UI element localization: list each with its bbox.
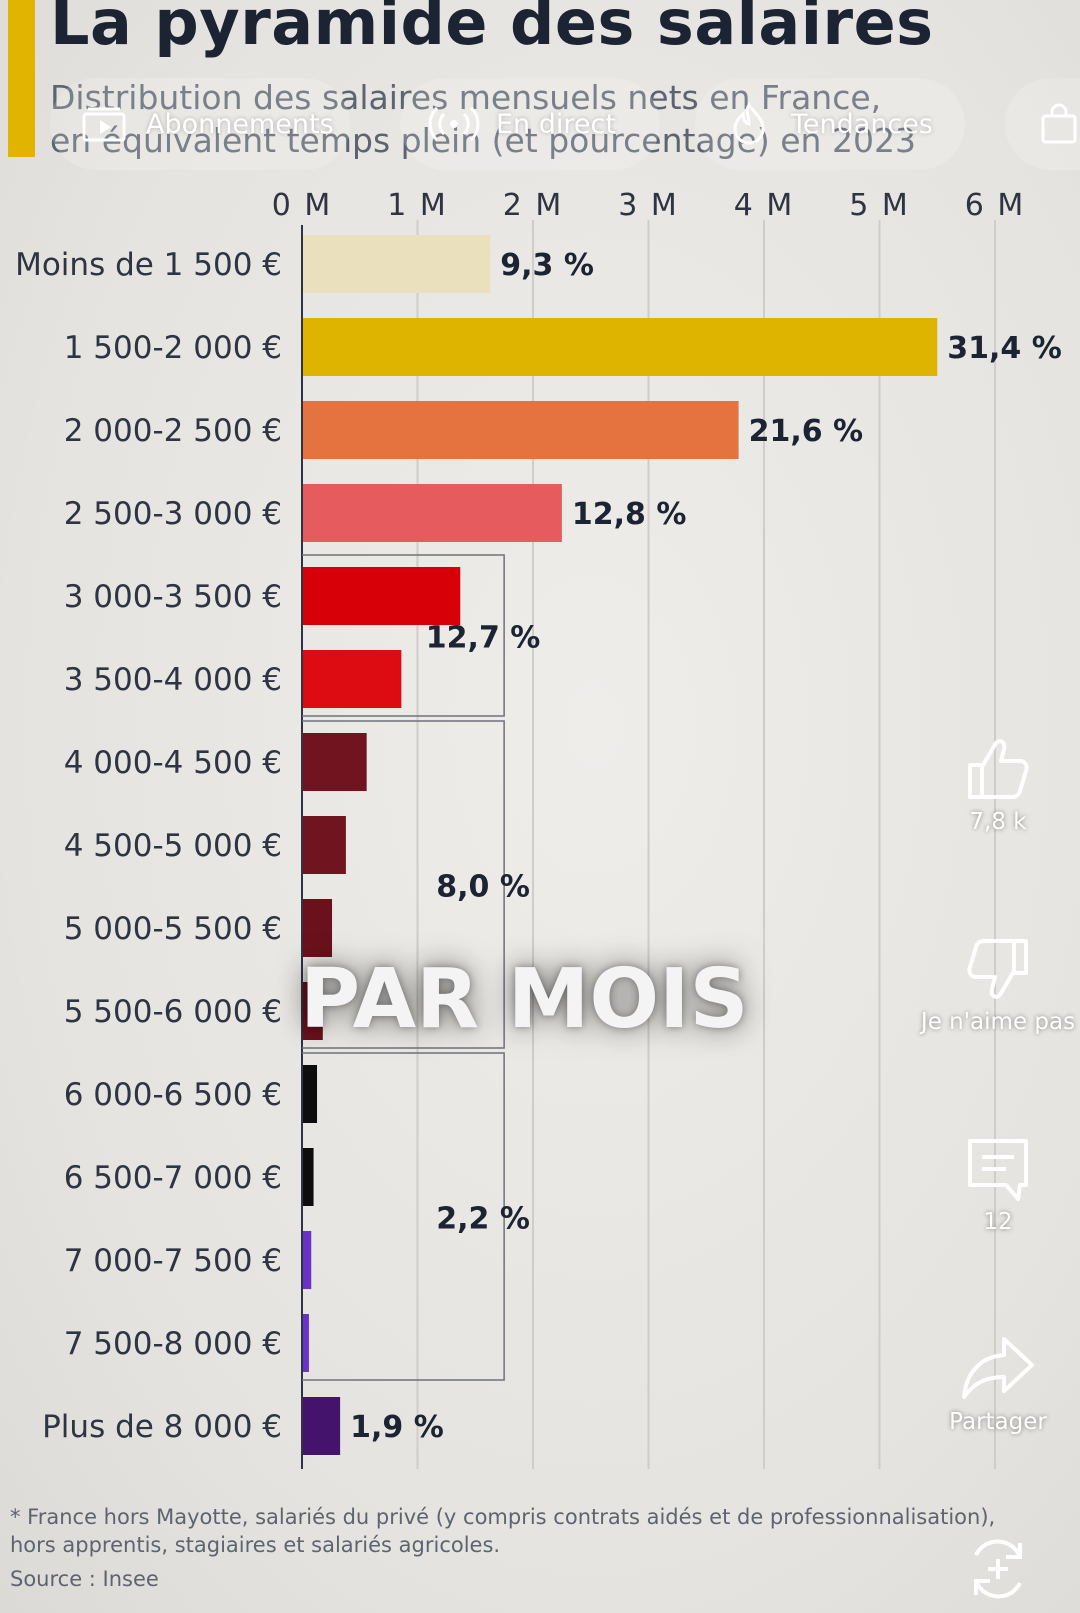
x-tick-label: 4 M — [734, 188, 795, 223]
tab-trending-label: Tendances — [791, 108, 933, 140]
remix-icon — [974, 1539, 1022, 1599]
x-tick-label: 0 M — [272, 188, 333, 223]
bar-value-label: 31,4 % — [947, 331, 1062, 366]
subscriptions-icon — [76, 104, 132, 144]
comments-count: 12 — [983, 1209, 1013, 1235]
tab-subscriptions-label: Abonnements — [146, 108, 334, 140]
dislike-button[interactable]: Je n'aime pas — [918, 933, 1078, 1035]
category-label: 1 500-2 000 € — [64, 330, 282, 366]
comments-button[interactable]: 12 — [918, 1133, 1078, 1235]
group-bracket — [302, 720, 505, 1049]
bar — [302, 567, 461, 625]
x-tick-label: 5 M — [849, 188, 910, 223]
category-label: 7 000-7 500 € — [64, 1243, 282, 1279]
bar — [302, 1065, 318, 1123]
x-tick-label: 6 M — [965, 188, 1026, 223]
group-bracket — [302, 1052, 505, 1381]
bar — [302, 1397, 341, 1455]
tab-live-label: En direct — [496, 108, 616, 140]
thumbs-up-icon — [968, 739, 1029, 799]
salary-bar-chart: 0 M 1 M 2 M 3 M 4 M 5 M 6 M Moins de 1 500 € 1 5… — [15, 188, 1062, 1469]
group-bracket — [302, 554, 505, 717]
category-label: 4 500-5 000 € — [64, 828, 282, 864]
tab-shopping[interactable] — [1005, 78, 1080, 170]
tab-live[interactable]: En direct — [400, 78, 660, 170]
chart-subtitle: Distribution des salaires mensuels nets … — [50, 78, 916, 160]
category-label: 5 500-6 000 € — [64, 994, 282, 1030]
chart-title: La pyramide des salaires — [50, 0, 934, 59]
tab-trending[interactable]: Tendances — [695, 78, 965, 170]
category-label: 5 000-5 500 € — [64, 911, 282, 947]
bar — [302, 235, 491, 293]
share-icon — [962, 1337, 1034, 1399]
chart-source: Source : Insee — [10, 1567, 159, 1591]
bar — [302, 816, 346, 874]
bar-value-label: 9,3 % — [500, 248, 594, 283]
bar — [302, 401, 739, 459]
x-tick-label: 3 M — [618, 188, 679, 223]
bar — [302, 650, 402, 708]
comment-icon — [968, 1139, 1028, 1201]
group-value-label: 12,7 % — [426, 621, 541, 656]
group-value-label: 2,2 % — [436, 1202, 530, 1237]
category-label: Plus de 8 000 € — [42, 1409, 282, 1445]
bar — [302, 1231, 312, 1289]
category-label: 2 000-2 500 € — [64, 413, 282, 449]
category-label: 6 000-6 500 € — [64, 1077, 282, 1113]
category-label: 2 500-3 000 € — [64, 496, 282, 532]
share-label: Partager — [949, 1409, 1047, 1435]
category-label: 3 500-4 000 € — [64, 662, 282, 698]
bar-value-label: 12,8 % — [572, 497, 687, 532]
category-label: Moins de 1 500 € — [15, 247, 282, 283]
dislike-label: Je n'aime pas — [920, 1009, 1076, 1035]
category-label: 6 500-7 000 € — [64, 1160, 282, 1196]
bar — [302, 1148, 314, 1206]
shopping-bag-icon — [1031, 103, 1080, 144]
bar — [302, 484, 562, 542]
x-tick-label: 2 M — [503, 188, 564, 223]
category-label: 3 000-3 500 € — [64, 579, 282, 615]
x-tick-label: 1 M — [387, 188, 448, 223]
bar — [302, 733, 367, 791]
top-nav: Abonnements En direct Tendances — [0, 78, 1080, 170]
chart-footnote: * France hors Mayotte, salariés du privé… — [10, 1505, 996, 1557]
group-value-label: 8,0 % — [436, 870, 530, 905]
share-button[interactable]: Partager — [918, 1333, 1078, 1435]
tab-subscriptions[interactable]: Abonnements — [50, 78, 350, 170]
bar — [302, 899, 333, 957]
like-button[interactable]: 7,8 k — [918, 733, 1078, 835]
like-count: 7,8 k — [969, 809, 1027, 835]
bar — [302, 318, 938, 376]
video-caption: PAR MOIS — [300, 952, 749, 1047]
category-label: 4 000-4 500 € — [64, 745, 282, 781]
live-icon — [426, 104, 482, 144]
bar — [302, 982, 323, 1040]
bar-value-label: 1,9 % — [350, 1410, 444, 1445]
thumbs-down-icon — [967, 939, 1028, 999]
remix-button[interactable] — [918, 1533, 1078, 1605]
bar-value-label: 21,6 % — [749, 414, 864, 449]
bar — [302, 1314, 309, 1372]
category-label: 7 500-8 000 € — [64, 1326, 282, 1362]
trending-flame-icon — [721, 102, 777, 145]
title-accent-bar — [8, 0, 35, 157]
